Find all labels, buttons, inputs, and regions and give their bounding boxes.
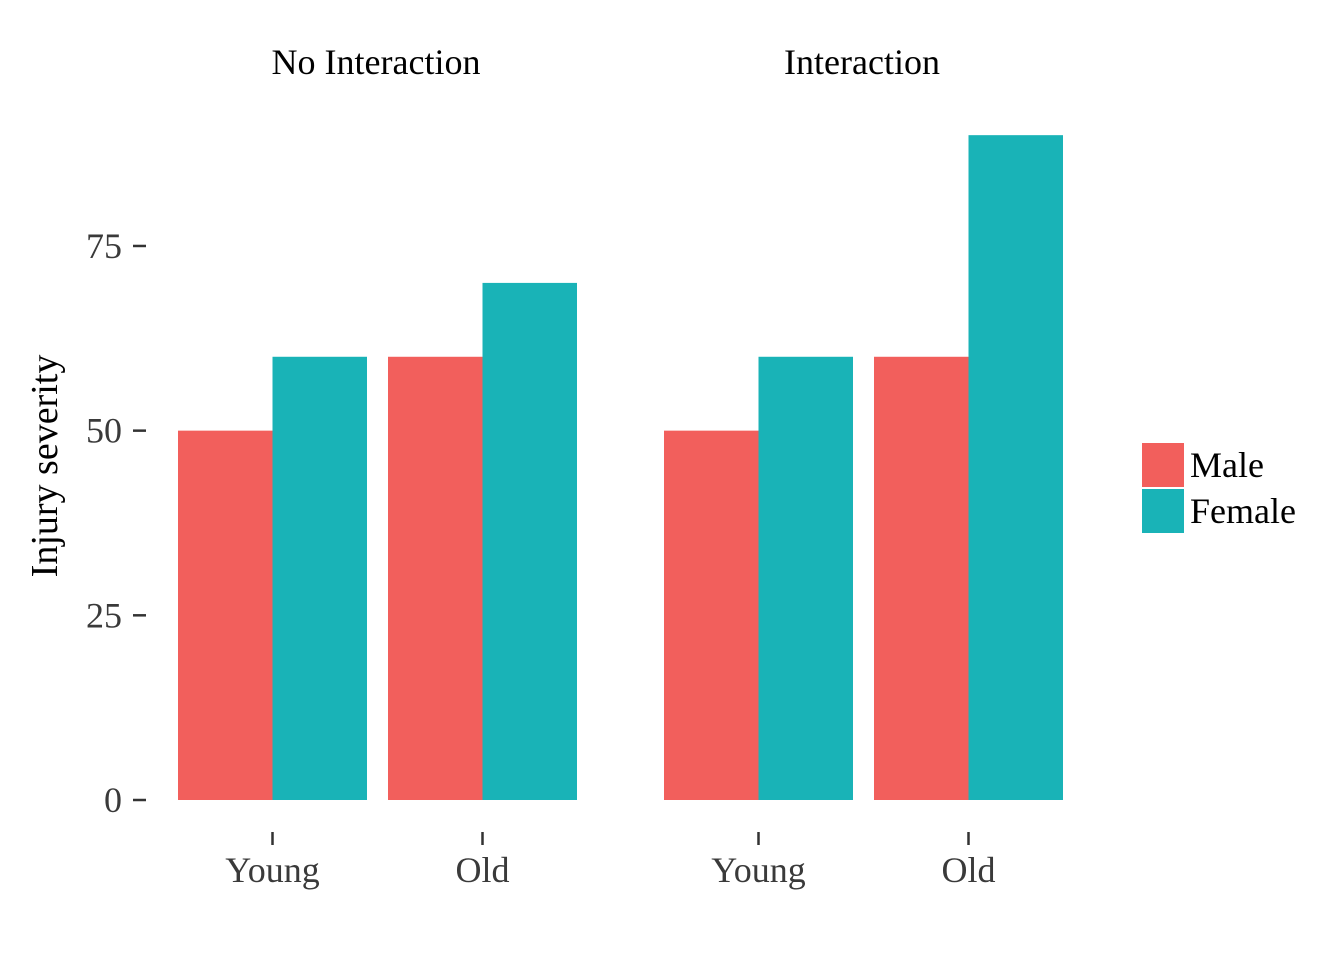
- x-tick-label: Young: [225, 850, 319, 890]
- y-tick-label: 75: [86, 226, 122, 266]
- legend: Male Female: [1142, 443, 1296, 533]
- legend-key-female: [1142, 489, 1184, 533]
- x-tick-label: Old: [456, 850, 510, 890]
- legend-label: Female: [1190, 491, 1296, 531]
- bar-female: [482, 282, 577, 801]
- y-axis-title: Injury severity: [24, 355, 66, 578]
- legend-key-male: [1142, 443, 1184, 487]
- bar-male: [664, 430, 759, 800]
- y-axis: 0 25 50 75: [86, 226, 146, 820]
- y-tick-label: 25: [86, 595, 122, 635]
- bar-female: [968, 135, 1063, 801]
- bar-female: [272, 356, 367, 800]
- bar-male: [178, 430, 273, 800]
- bar-male: [874, 356, 969, 800]
- bar-female: [758, 356, 853, 800]
- x-tick-label: Young: [711, 850, 805, 890]
- x-tick-label: Old: [942, 850, 996, 890]
- bar-male: [388, 356, 483, 800]
- facet-panel: No Interaction Young Old: [178, 42, 577, 890]
- facet-panel: Interaction Young Old: [664, 42, 1063, 890]
- y-tick-label: 0: [104, 780, 122, 820]
- legend-label: Male: [1190, 445, 1264, 485]
- y-tick-label: 50: [86, 411, 122, 451]
- facet-title: No Interaction: [272, 42, 481, 82]
- facet-title: Interaction: [784, 42, 940, 82]
- chart-panels: No Interaction Young Old Interaction Young Ol…: [178, 42, 1063, 890]
